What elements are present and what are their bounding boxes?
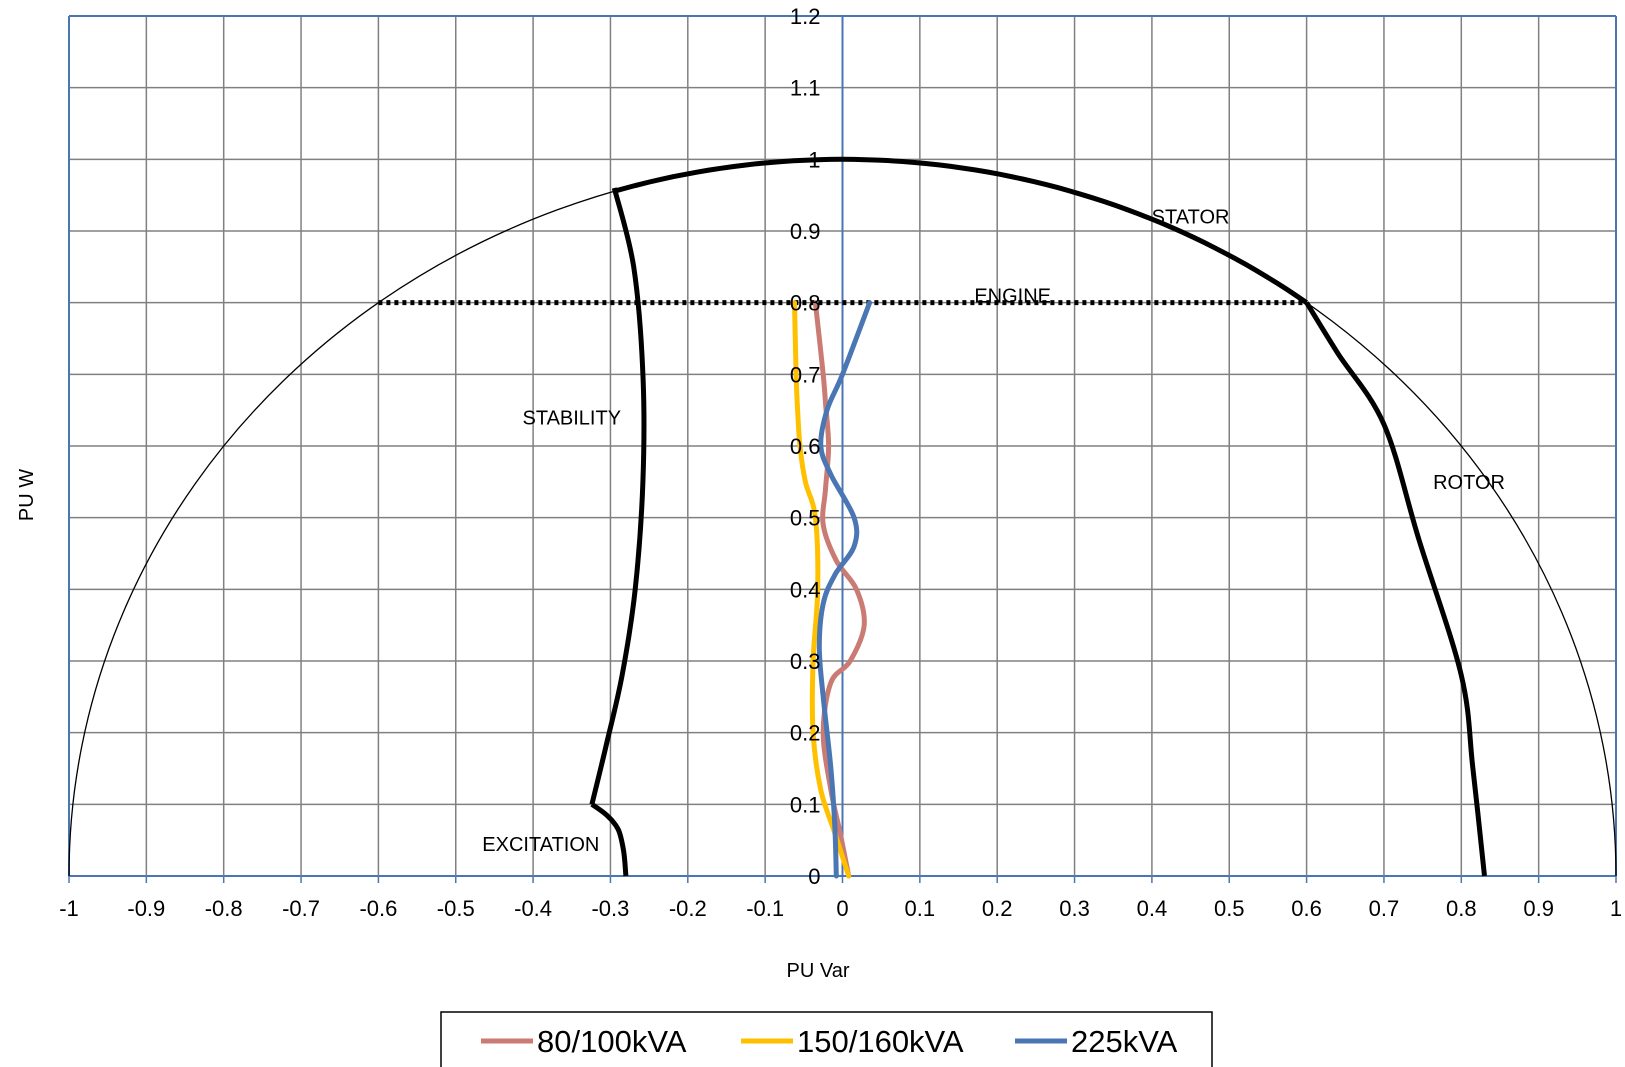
x-tick-label: -0.9 bbox=[127, 896, 165, 921]
series-line-3 bbox=[816, 300, 873, 879]
x-tick-label: -0.5 bbox=[437, 896, 475, 921]
y-tick-label: 0.1 bbox=[790, 792, 821, 817]
annotations: STATOR ENGINE STABILITY ROTOR EXCITATION bbox=[482, 207, 1505, 856]
x-tick-label: 0.7 bbox=[1369, 896, 1400, 921]
x-tick-label: -0.3 bbox=[591, 896, 629, 921]
y-tick-label: 0.3 bbox=[790, 649, 821, 674]
legend-label: 150/160kVA bbox=[797, 1024, 964, 1059]
y-tick-label: 0.4 bbox=[790, 577, 821, 602]
y-tick-label: 0.8 bbox=[790, 291, 821, 316]
y-tick-label: 0.9 bbox=[790, 219, 821, 244]
limit-curves bbox=[378, 156, 1487, 877]
annotation-stability: STABILITY bbox=[523, 407, 622, 429]
y-tick-label: 0.5 bbox=[790, 506, 821, 531]
legend-box bbox=[440, 1011, 1213, 1067]
y-tick-label: 0.6 bbox=[790, 434, 821, 459]
annotation-engine: ENGINE bbox=[974, 286, 1051, 308]
x-tick-label: 0.5 bbox=[1214, 896, 1245, 921]
x-tick-label: 0.4 bbox=[1137, 896, 1168, 921]
y-tick-label: 1 bbox=[808, 147, 820, 172]
rotor-limit-curve bbox=[1304, 301, 1487, 877]
x-tick-label: 0.3 bbox=[1059, 896, 1090, 921]
y-tick-label: 0.2 bbox=[790, 721, 821, 746]
x-tick-label: 0.6 bbox=[1291, 896, 1322, 921]
legend-label: 80/100kVA bbox=[537, 1024, 687, 1059]
x-tick-label: -0.2 bbox=[669, 896, 707, 921]
y-axis-title: PU W bbox=[16, 469, 38, 521]
y-tick-label: 1.2 bbox=[790, 4, 821, 29]
x-tick-label: 0.1 bbox=[905, 896, 936, 921]
y-tick-label: 0.7 bbox=[790, 362, 821, 387]
x-tick-label: 0.8 bbox=[1446, 896, 1477, 921]
annotation-excitation: EXCITATION bbox=[482, 834, 599, 856]
legend: 80/100kVA 150/160kVA 225kVA bbox=[440, 1011, 1213, 1067]
annotation-stator: STATOR bbox=[1152, 207, 1230, 229]
series-line-2 bbox=[792, 300, 852, 879]
x-tick-label: 0 bbox=[836, 896, 848, 921]
x-tick-label: -1 bbox=[59, 896, 79, 921]
annotation-rotor: ROTOR bbox=[1433, 472, 1505, 494]
stability-limit-curve bbox=[589, 187, 647, 805]
stator-limit-curve bbox=[613, 156, 1309, 305]
x-tick-label: -0.1 bbox=[746, 896, 784, 921]
x-tick-label: -0.6 bbox=[359, 896, 397, 921]
x-tick-label: 0.9 bbox=[1523, 896, 1554, 921]
tick-labels: -1 -0.9 -0.8 -0.7 -0.6 -0.5 -0.4 -0.3 -0.2 -0.1 0 0… bbox=[59, 4, 1622, 921]
x-tick-label: 1 bbox=[1610, 896, 1622, 921]
x-tick-label: -0.8 bbox=[205, 896, 243, 921]
data-series bbox=[792, 300, 873, 879]
excitation-limit-curve bbox=[590, 802, 629, 877]
x-axis-title: PU Var bbox=[787, 960, 850, 982]
y-tick-label: 0 bbox=[808, 864, 820, 889]
y-tick-label: 1.1 bbox=[790, 76, 821, 101]
x-tick-label: -0.7 bbox=[282, 896, 320, 921]
gridlines bbox=[68, 15, 1617, 883]
x-tick-label: 0.2 bbox=[982, 896, 1013, 921]
x-tick-label: -0.4 bbox=[514, 896, 552, 921]
legend-label: 225kVA bbox=[1071, 1024, 1178, 1059]
